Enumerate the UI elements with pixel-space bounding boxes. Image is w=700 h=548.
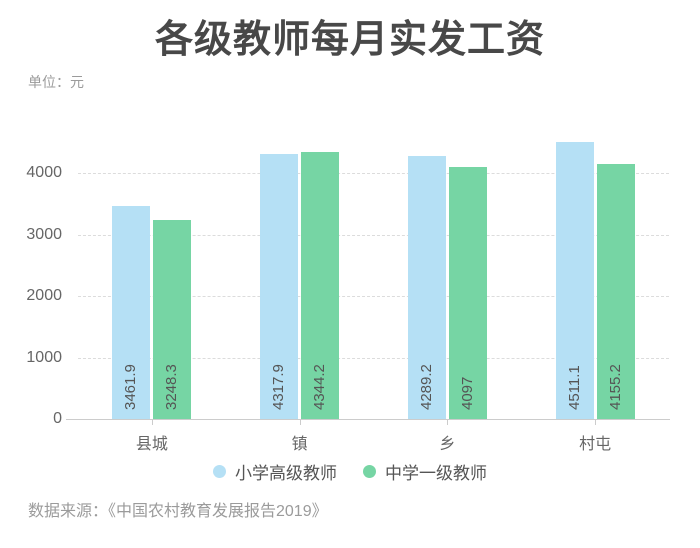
x-axis-category-label: 乡 (439, 436, 456, 453)
x-axis-tick (151, 419, 153, 425)
y-gridline (78, 173, 669, 175)
chart-legend: 小学高级教师 中学一级教师 (0, 459, 700, 484)
y-axis-tick-label: 2000 (26, 287, 62, 305)
bar-series-1-category-2[interactable]: 4317.9 (260, 153, 299, 419)
bar-value-label: 4317.9 (270, 364, 288, 410)
legend-label: 小学高级教师 (235, 464, 337, 483)
bar-series-2-category-2[interactable]: 4344.2 (301, 152, 340, 419)
x-axis-category-label: 县城 (135, 436, 168, 453)
y-gridline (78, 296, 669, 298)
y-axis-tick-label: 3000 (26, 225, 62, 243)
bar-value-label: 3461.9 (122, 364, 140, 410)
bar-series-2-category-4[interactable]: 4155.2 (596, 163, 635, 419)
y-axis-tick-label: 4000 (26, 164, 62, 182)
x-axis-category-label: 村屯 (579, 436, 612, 453)
bar-value-label: 4097 (458, 376, 476, 410)
legend-item-series-2[interactable]: 中学一级教师 (363, 459, 487, 484)
legend-item-series-1[interactable]: 小学高级教师 (213, 459, 337, 484)
x-axis-tick (447, 419, 449, 425)
legend-marker-icon (213, 465, 226, 478)
x-axis-tick (595, 419, 597, 425)
x-axis-tick (299, 419, 301, 425)
y-axis-tick-label: 1000 (26, 348, 62, 366)
legend-label: 中学一级教师 (385, 464, 487, 483)
bar-series-2-category-3[interactable]: 4097 (448, 167, 487, 419)
y-gridline (78, 357, 669, 359)
bar-value-label: 3248.3 (163, 364, 181, 410)
bar-value-label: 4511.1 (565, 365, 583, 410)
y-axis-tick-label: 0 (53, 410, 62, 427)
bar-series-1-category-1[interactable]: 3461.9 (112, 206, 151, 419)
x-axis-line (66, 419, 670, 420)
x-axis-category-label: 镇 (291, 436, 308, 453)
unit-label: 单位：元 (28, 74, 84, 90)
y-gridline (78, 234, 669, 236)
legend-marker-icon (363, 465, 376, 478)
bar-value-label: 4344.2 (311, 364, 329, 410)
bar-value-label: 4289.2 (417, 364, 435, 410)
bar-series-1-category-4[interactable]: 4511.1 (555, 142, 594, 419)
bar-value-label: 4155.2 (606, 364, 624, 410)
page-title: 各级教师每月实发工资 (154, 19, 545, 61)
data-source: 数据来源：《中国农村教育发展报告2019》 (28, 503, 328, 520)
bar-series-1-category-3[interactable]: 4289.2 (407, 155, 446, 419)
bar-series-2-category-1[interactable]: 3248.3 (153, 219, 192, 419)
